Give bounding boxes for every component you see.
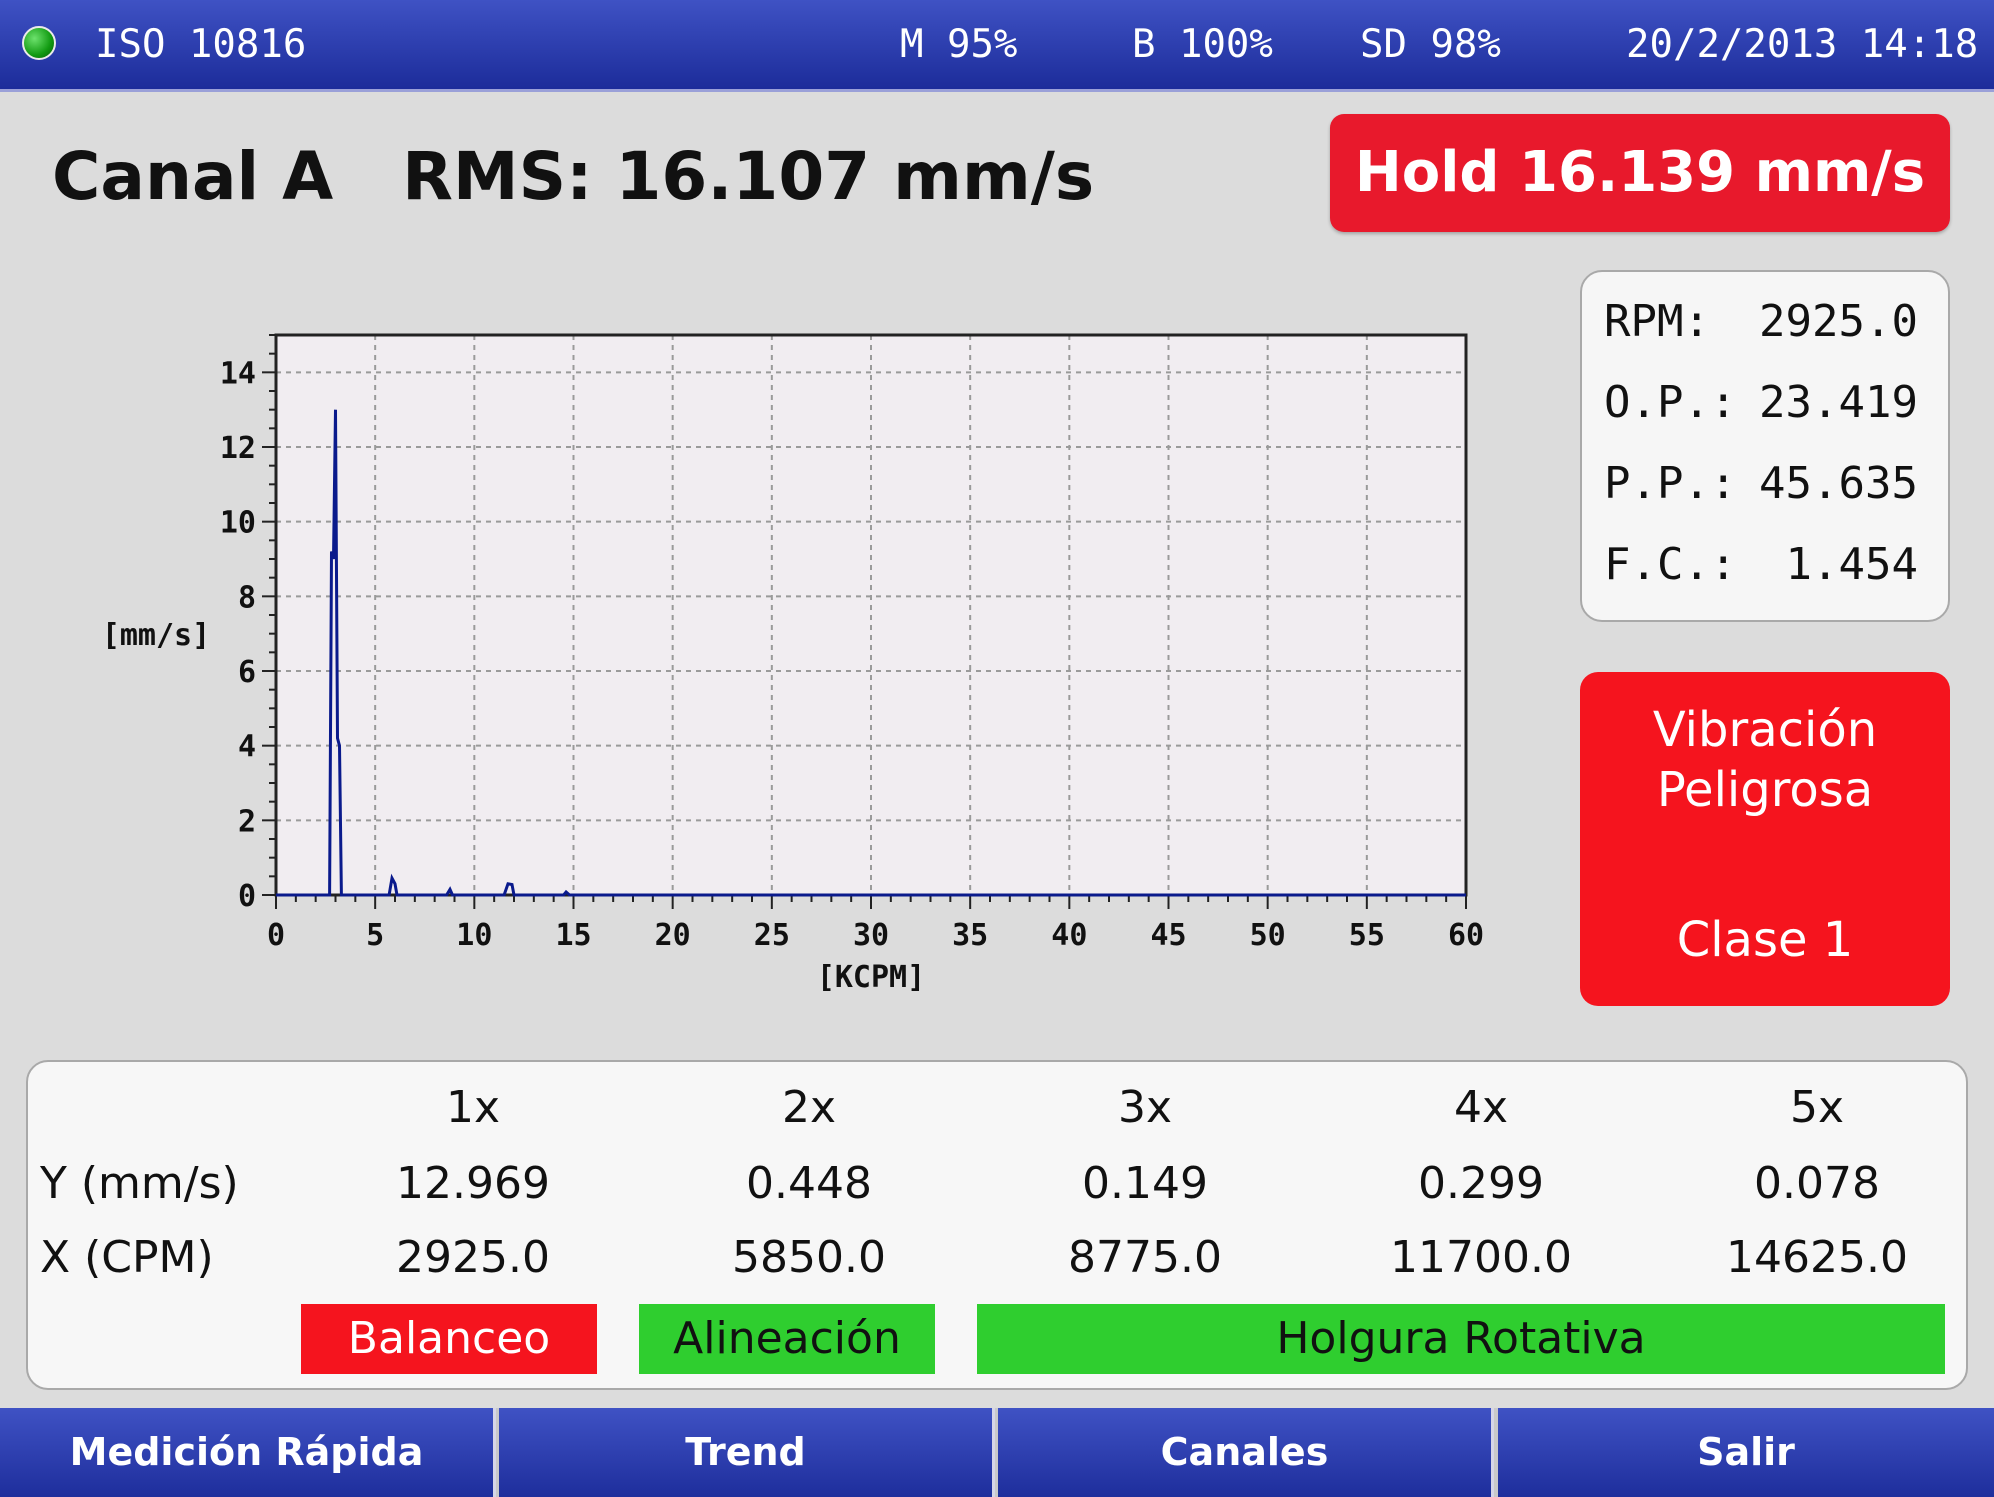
x-tick-label: 30 — [853, 918, 889, 953]
x-tick-label: 20 — [655, 918, 691, 953]
stat-label: F.C.: — [1604, 539, 1737, 590]
y-axis-label: [mm/s] — [102, 618, 210, 653]
vibration-alarm-box: Vibración Peligrosa Clase 1 — [1580, 672, 1950, 1006]
y-value-1x: 12.969 — [396, 1158, 550, 1209]
y-tick-label: 10 — [220, 506, 256, 541]
diagnostic-balanceo: Balanceo — [301, 1304, 597, 1374]
x-tick-label: 55 — [1349, 918, 1385, 953]
channel-rms-title: Canal A RMS: 16.107 mm/s — [52, 138, 1095, 215]
stat-value: 45.635 — [1759, 458, 1918, 509]
x-value-2x: 5850.0 — [732, 1232, 886, 1283]
stat-value: 1.454 — [1785, 539, 1918, 590]
y-tick-label: 2 — [238, 804, 256, 839]
datetime-label: 20/2/2013 14:18 — [1626, 22, 1979, 67]
y-value-5x: 0.078 — [1754, 1158, 1880, 1209]
b-indicator: B 100% — [1132, 22, 1273, 67]
diagnostic-holgura-rotativa: Holgura Rotativa — [977, 1304, 1945, 1374]
spectrum-chart: 0 5 10 15 20 25 30 35 40 45 50 55 60 0 2 4 6 8 10 12 14 [KCPM… — [102, 333, 1484, 995]
alarm-line-2: Peligrosa — [1656, 762, 1874, 818]
harmonic-header-1x: 1x — [445, 1082, 501, 1133]
alarm-line-1: Vibración — [1652, 702, 1878, 758]
y-tick-label: 14 — [220, 356, 256, 391]
x-tick-label: 5 — [366, 918, 384, 953]
chart-series — [276, 409, 1466, 897]
chart-labels: 0 5 10 15 20 25 30 35 40 45 50 55 60 0 2 4 6 8 10 12 14 [KCPM… — [102, 356, 1484, 995]
y-value-3x: 0.149 — [1082, 1158, 1208, 1209]
stat-label: RPM: — [1604, 296, 1710, 347]
spectrum-line — [276, 409, 1466, 897]
harmonic-header-2x: 2x — [781, 1082, 837, 1133]
x-value-1x: 2925.0 — [396, 1232, 550, 1283]
x-tick-label: 60 — [1448, 918, 1484, 953]
x-tick-label: 15 — [555, 918, 591, 953]
harmonic-header-5x: 5x — [1789, 1082, 1845, 1133]
canales-button[interactable]: Canales — [998, 1408, 1494, 1497]
x-tick-label: 10 — [456, 918, 492, 953]
x-tick-label: 45 — [1150, 918, 1186, 953]
y-tick-label: 6 — [238, 655, 256, 690]
stat-row-op: O.P.: 23.419 — [1604, 377, 1918, 437]
harmonics-panel: 1x 2x 3x 4x 5x Y (mm/s) 12.969 0.448 0.1… — [26, 1060, 1968, 1390]
y-value-2x: 0.448 — [746, 1158, 872, 1209]
sd-indicator: SD 98% — [1360, 22, 1501, 67]
y-row-label: Y (mm/s) — [40, 1158, 239, 1209]
x-value-4x: 11700.0 — [1390, 1232, 1572, 1283]
y-tick-label: 4 — [238, 730, 256, 765]
medicion-rapida-button[interactable]: Medición Rápida — [0, 1408, 496, 1497]
x-tick-label: 0 — [267, 918, 285, 953]
y-value-4x: 0.299 — [1418, 1158, 1544, 1209]
salir-button[interactable]: Salir — [1498, 1408, 1994, 1497]
y-tick-label: 8 — [238, 580, 256, 615]
chart-grid — [276, 335, 1466, 895]
harmonic-header-3x: 3x — [1117, 1082, 1173, 1133]
stat-value: 2925.0 — [1759, 296, 1918, 347]
y-tick-label: 12 — [220, 431, 256, 466]
bottom-nav: Medición Rápida Trend Canales Salir — [0, 1408, 1994, 1497]
x-row-label: X (CPM) — [40, 1232, 214, 1283]
status-bar: ISO 10816 M 95% B 100% SD 98% 20/2/2013 … — [0, 0, 1994, 92]
y-tick-label: 0 — [238, 879, 256, 914]
stats-panel: RPM: 2925.0 O.P.: 23.419 P.P.: 45.635 F.… — [1580, 270, 1950, 622]
x-tick-label: 50 — [1250, 918, 1286, 953]
diagnostic-alineacion: Alineación — [639, 1304, 935, 1374]
hold-value-button[interactable]: Hold 16.139 mm/s — [1330, 114, 1950, 232]
x-tick-label: 25 — [754, 918, 790, 953]
x-tick-label: 40 — [1051, 918, 1087, 953]
x-axis-label: [KCPM] — [817, 960, 925, 995]
x-value-3x: 8775.0 — [1068, 1232, 1222, 1283]
status-led-icon — [22, 26, 56, 60]
harmonic-header-4x: 4x — [1453, 1082, 1509, 1133]
stat-label: P.P.: — [1604, 458, 1737, 509]
stat-row-fc: F.C.: 1.454 — [1604, 539, 1918, 599]
x-value-5x: 14625.0 — [1726, 1232, 1908, 1283]
stat-value: 23.419 — [1759, 377, 1918, 428]
x-tick-label: 35 — [952, 918, 988, 953]
alarm-class: Clase 1 — [1676, 912, 1854, 968]
stat-row-pp: P.P.: 45.635 — [1604, 458, 1918, 518]
m-indicator: M 95% — [900, 22, 1018, 67]
trend-button[interactable]: Trend — [499, 1408, 995, 1497]
stat-row-rpm: RPM: 2925.0 — [1604, 296, 1918, 356]
iso-standard-label: ISO 10816 — [95, 22, 307, 67]
stat-label: O.P.: — [1604, 377, 1737, 428]
